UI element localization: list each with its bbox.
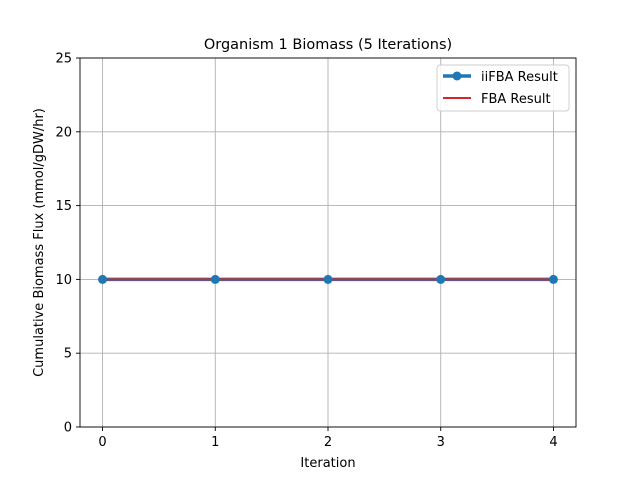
x-tick-label: 1 [211, 435, 219, 450]
x-tick-label: 0 [98, 435, 106, 450]
x-axis-label: Iteration [300, 456, 355, 471]
x-axis-ticks: 0 1 2 3 4 [98, 427, 558, 450]
data-point-iifba [98, 274, 108, 284]
y-tick-label: 20 [55, 125, 72, 140]
y-axis-ticks: 0 5 10 15 20 25 [55, 52, 80, 436]
legend: iiFBA Result FBA Result [436, 64, 570, 112]
x-tick-label: 2 [324, 435, 332, 450]
x-tick-label: 3 [437, 435, 445, 450]
series-layer [98, 274, 558, 284]
y-tick-label: 5 [64, 347, 72, 362]
chart-title: Organism 1 Biomass (5 Iterations) [204, 37, 452, 53]
x-tick-label: 4 [549, 435, 557, 450]
data-point-iifba [323, 274, 333, 284]
y-tick-label: 25 [55, 52, 72, 67]
y-tick-label: 10 [55, 273, 72, 288]
y-axis-label: Cumulative Biomass Flux (mmol/gDW/hr) [32, 108, 47, 377]
y-tick-label: 15 [55, 199, 72, 214]
data-point-iifba [436, 274, 446, 284]
legend-marker-iifba [452, 71, 462, 81]
legend-label-fba: FBA Result [481, 92, 551, 107]
data-point-iifba [210, 274, 220, 284]
data-point-iifba [548, 274, 558, 284]
y-tick-label: 0 [64, 421, 72, 436]
legend-label-iifba: iiFBA Result [481, 70, 558, 85]
